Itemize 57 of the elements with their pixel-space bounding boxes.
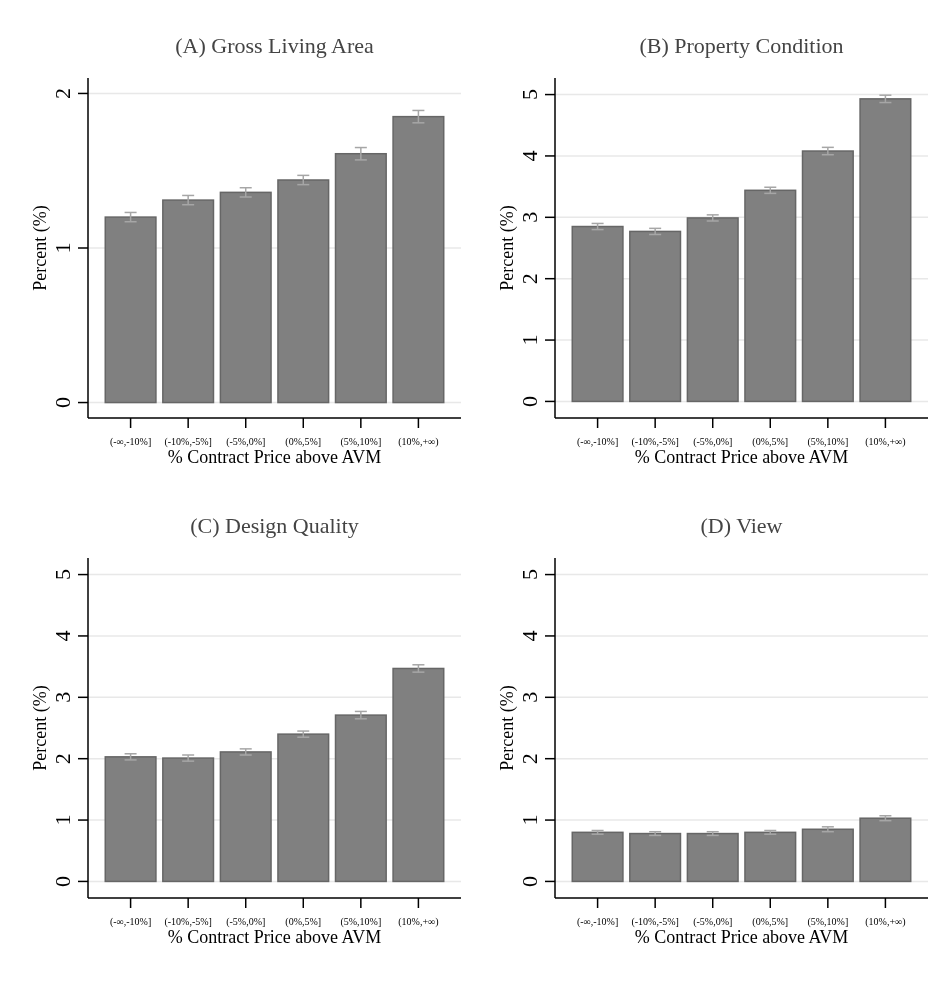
chart-title: (A) Gross Living Area — [175, 33, 375, 58]
x-tick-label: (0%,5%] — [752, 436, 789, 448]
y-tick-label: 0 — [50, 397, 75, 409]
x-tick-label: (5%,10%] — [340, 916, 382, 928]
x-tick-label: (-∞,-10%] — [576, 436, 619, 448]
x-tick-label: (-10%,-5%] — [631, 436, 679, 448]
x-tick-label: (0%,5%] — [285, 436, 322, 448]
x-tick-label: (-5%,0%] — [226, 916, 266, 928]
x-tick-label: (-∞,-10%] — [576, 916, 619, 928]
x-tick-label: (-5%,0%] — [693, 916, 733, 928]
y-tick-label: 1 — [517, 814, 542, 826]
y-tick-label: 3 — [517, 691, 542, 703]
x-tick-label: (-10%,-5%] — [164, 436, 212, 448]
x-tick-label: (-10%,-5%] — [164, 916, 212, 928]
x-axis-title: % Contract Price above AVM — [167, 447, 382, 467]
x-tick-label: (0%,5%] — [285, 916, 322, 928]
x-tick-label: (0%,5%] — [752, 916, 789, 928]
y-tick-label: 0 — [50, 875, 75, 887]
x-tick-label: (-∞,-10%] — [109, 916, 152, 928]
y-axis-title: Percent (%) — [30, 685, 51, 771]
y-tick-label: 2 — [50, 87, 75, 99]
y-tick-label: 4 — [517, 150, 542, 162]
y-tick-label: 0 — [517, 395, 542, 407]
y-tick-label: 5 — [517, 569, 542, 581]
x-tick-label: (10%,+∞) — [398, 916, 439, 928]
chart-title: (C) Design Quality — [190, 513, 359, 538]
y-tick-label: 5 — [517, 89, 542, 101]
chart-title: (D) View — [700, 513, 783, 538]
chart-title: (B) Property Condition — [639, 33, 844, 58]
x-tick-label: (10%,+∞) — [865, 436, 906, 448]
x-tick-label: (-10%,-5%] — [631, 916, 679, 928]
y-tick-label: 1 — [50, 242, 75, 254]
y-tick-label: 4 — [517, 630, 542, 642]
x-tick-label: (5%,10%] — [340, 436, 382, 448]
y-axis-title: Percent (%) — [497, 685, 518, 771]
x-tick-label: (-5%,0%] — [693, 436, 733, 448]
y-axis-title: Percent (%) — [497, 205, 518, 291]
y-tick-label: 0 — [517, 875, 542, 887]
y-tick-label: 3 — [50, 691, 75, 703]
x-tick-label: (5%,10%] — [807, 916, 849, 928]
y-tick-label: 5 — [50, 569, 75, 581]
y-tick-label: 2 — [517, 753, 542, 765]
y-tick-label: 4 — [50, 630, 75, 642]
x-tick-label: (10%,+∞) — [865, 916, 906, 928]
x-tick-label: (-5%,0%] — [226, 436, 266, 448]
y-tick-label: 1 — [50, 814, 75, 826]
y-tick-label: 3 — [517, 211, 542, 223]
y-tick-label: 1 — [517, 334, 542, 346]
x-tick-label: (5%,10%] — [807, 436, 849, 448]
x-axis-title: % Contract Price above AVM — [167, 927, 382, 947]
y-tick-label: 2 — [50, 753, 75, 765]
x-tick-label: (10%,+∞) — [398, 436, 439, 448]
y-axis-title: Percent (%) — [30, 205, 51, 291]
x-axis-title: % Contract Price above AVM — [634, 927, 849, 947]
y-tick-label: 2 — [517, 273, 542, 285]
x-tick-label: (-∞,-10%] — [109, 436, 152, 448]
x-axis-title: % Contract Price above AVM — [634, 447, 849, 467]
